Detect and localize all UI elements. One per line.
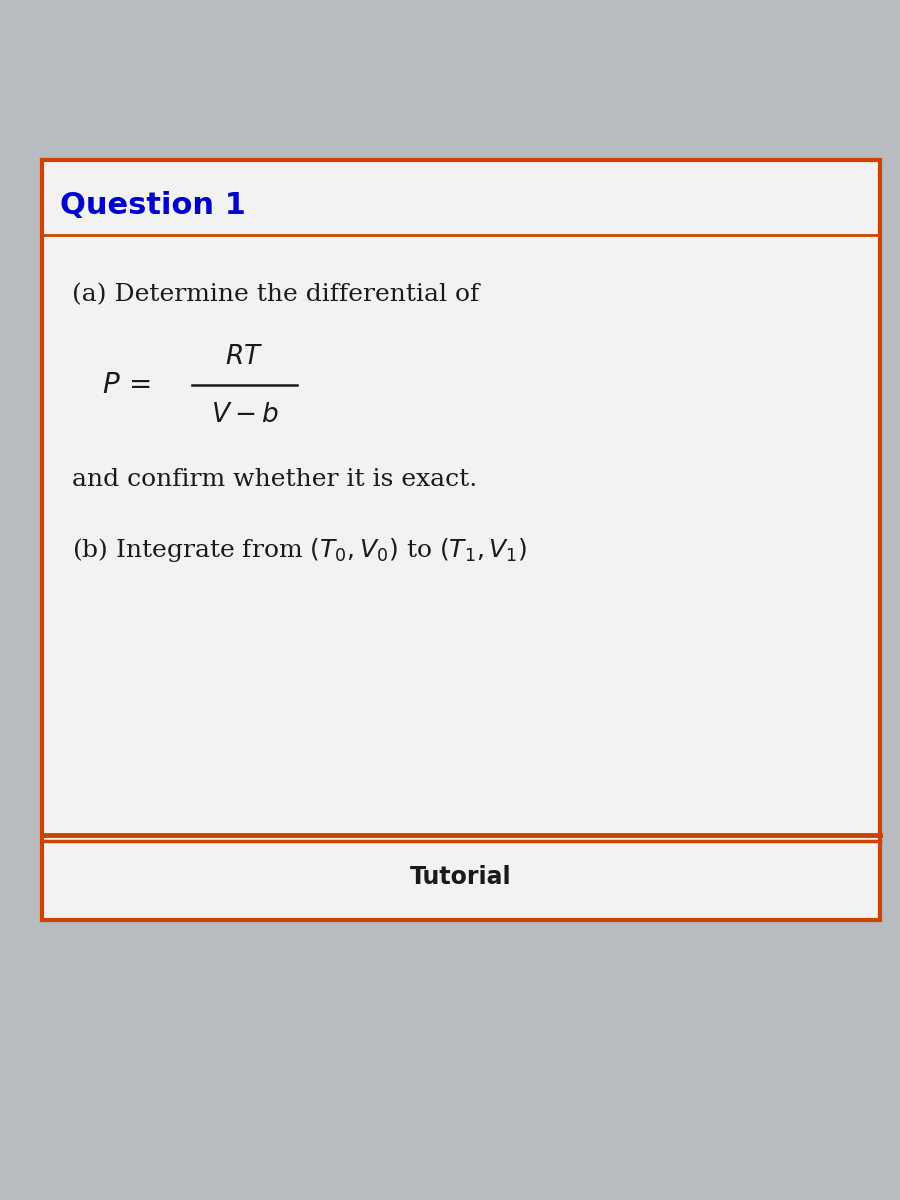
Bar	[42, 160, 880, 920]
Text: Question 1: Question 1	[60, 191, 246, 220]
Bar	[42, 835, 880, 920]
Text: and confirm whether it is exact.: and confirm whether it is exact.	[72, 468, 477, 492]
Text: $V - b$: $V - b$	[211, 402, 278, 428]
Text: (a) Determine the differential of: (a) Determine the differential of	[72, 283, 479, 306]
Text: (b) Integrate from $(T_0, V_0)$ to $(T_1, V_1)$: (b) Integrate from $(T_0, V_0)$ to $(T_1…	[72, 536, 527, 564]
Text: $P\,=$: $P\,=$	[102, 371, 151, 398]
Text: $RT$: $RT$	[225, 344, 264, 370]
Text: Tutorial: Tutorial	[410, 865, 512, 889]
